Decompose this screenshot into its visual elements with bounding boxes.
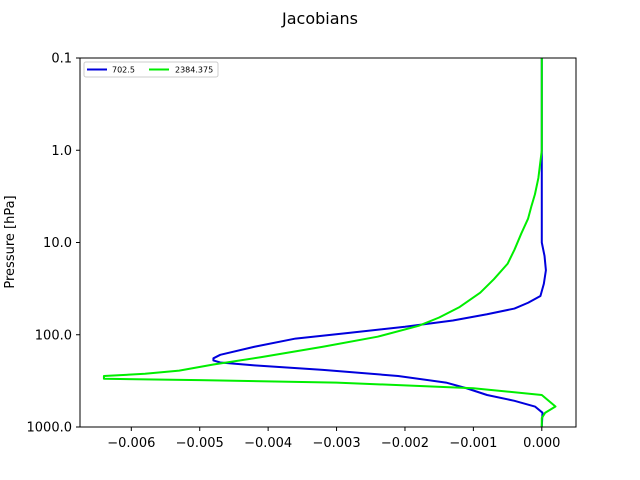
y-tick-label: 0.1 <box>51 52 72 67</box>
x-axis: −0.006 −0.005 −0.004 −0.003 −0.002 −0.001 0.00… <box>107 427 560 451</box>
chart-title: Jacobians <box>281 9 358 28</box>
x-tick-label: −0.005 <box>176 436 224 451</box>
plot-lines <box>102 58 557 428</box>
x-tick-label: −0.006 <box>107 436 155 451</box>
x-tick-label: −0.001 <box>449 436 497 451</box>
y-axis: 0.1 1.0 10.0 100.0 1000.0 <box>27 52 80 436</box>
legend-label: 2384.375 <box>175 66 213 75</box>
series-line-1 <box>212 58 547 428</box>
x-tick-label: −0.004 <box>244 436 292 451</box>
x-tick-label: 0.000 <box>523 436 560 451</box>
y-tick-label: 10.0 <box>43 236 72 251</box>
y-tick-label: 1000.0 <box>27 421 73 436</box>
y-tick-label: 1.0 <box>51 144 72 159</box>
plot-frame <box>79 57 577 428</box>
legend: 702.5 2384.375 <box>83 61 219 78</box>
y-tick-label: 100.0 <box>35 328 72 343</box>
y-axis-label: Pressure [hPa] <box>3 195 18 288</box>
legend-label: 702.5 <box>112 66 135 75</box>
x-tick-label: −0.003 <box>312 436 360 451</box>
x-tick-label: −0.002 <box>381 436 429 451</box>
series-line-2 <box>102 58 557 427</box>
